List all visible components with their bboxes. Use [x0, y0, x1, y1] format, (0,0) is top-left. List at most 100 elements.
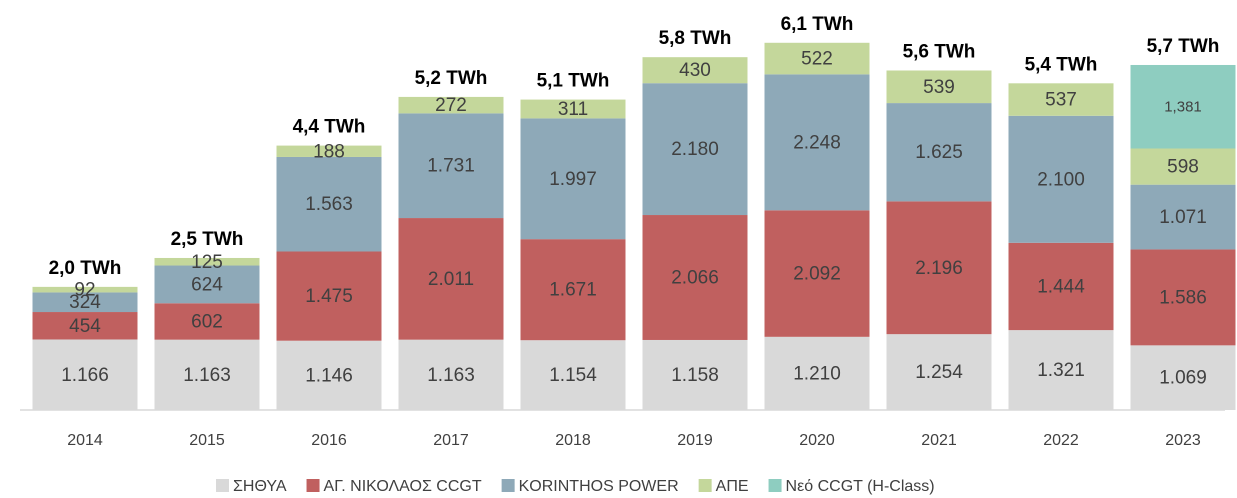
value-label: 602 — [191, 311, 223, 332]
value-label: 311 — [558, 99, 588, 120]
bar-segment — [886, 201, 992, 335]
legend-label: ΑΠΕ — [716, 478, 749, 495]
value-label: 598 — [1167, 157, 1199, 178]
value-label: 1.154 — [549, 365, 597, 386]
bar-segment — [642, 215, 748, 340]
value-label: 1.163 — [183, 365, 231, 386]
total-label: 2,0 TWh — [49, 258, 122, 279]
value-label: 1.475 — [305, 286, 353, 307]
x-tick-label: 2023 — [1165, 432, 1201, 449]
total-label: 5,6 TWh — [903, 42, 976, 63]
x-tick-label: 2022 — [1043, 432, 1079, 449]
value-label: 1.166 — [61, 365, 109, 386]
bar-segment — [398, 339, 504, 410]
bar-segment — [1130, 249, 1236, 346]
value-label: 1.997 — [549, 169, 597, 190]
bar-segment — [1130, 148, 1236, 185]
bar-segment — [1130, 64, 1236, 149]
value-label: 1.146 — [305, 365, 353, 386]
total-label: 5,4 TWh — [1025, 54, 1098, 75]
bar-segment — [1008, 115, 1114, 243]
value-label: 1.563 — [305, 194, 353, 215]
value-label: 1,381 — [1164, 99, 1202, 116]
value-label: 537 — [1045, 90, 1077, 111]
bar-segment — [1130, 345, 1236, 410]
legend-swatch — [698, 479, 712, 492]
bar-segment — [520, 99, 626, 119]
bar-segment — [764, 210, 870, 337]
value-label: 1.254 — [915, 362, 963, 383]
legend-label: Νεό CCGT (H-Class) — [786, 478, 935, 495]
legend-swatch — [501, 479, 515, 492]
bar-segment — [886, 334, 992, 410]
total-label: 5,2 TWh — [415, 68, 488, 89]
total-label: 5,1 TWh — [537, 71, 610, 92]
bar-segment — [1008, 242, 1114, 331]
bar-segment — [32, 286, 138, 293]
total-label: 6,1 TWh — [781, 14, 854, 35]
value-label: 454 — [69, 316, 101, 337]
value-label: 125 — [191, 252, 223, 273]
value-label: 324 — [69, 292, 101, 313]
bar-segment — [764, 42, 870, 75]
bar-segment — [154, 303, 260, 340]
value-label: 539 — [923, 77, 955, 98]
legend-swatch — [306, 479, 320, 492]
legend-label: ΣΗΘΥΑ — [233, 478, 287, 495]
bar-segment — [398, 218, 504, 340]
value-label: 2.100 — [1037, 169, 1085, 190]
bar-segment — [642, 339, 748, 410]
total-label: 5,7 TWh — [1147, 36, 1220, 57]
value-label: 624 — [191, 274, 223, 295]
x-tick-label: 2016 — [311, 432, 347, 449]
bar-segment — [764, 74, 870, 211]
bar-segment — [32, 312, 138, 340]
value-label: 1.163 — [427, 365, 475, 386]
bar-segment — [1008, 83, 1114, 116]
bar-segment — [1130, 184, 1236, 250]
bar-segment — [520, 340, 626, 410]
bar-segment — [154, 339, 260, 410]
bar-segment — [398, 96, 504, 114]
bar-segment — [154, 265, 260, 304]
bar-segment — [154, 257, 260, 266]
bar-segment — [642, 83, 748, 216]
legend-label: KORINTHOS POWER — [519, 478, 679, 495]
x-tick-label: 2021 — [921, 432, 957, 449]
value-label: 2.196 — [915, 258, 963, 279]
bar-segment — [32, 339, 138, 410]
value-label: 1.321 — [1037, 360, 1085, 381]
x-tick-label: 2014 — [67, 432, 103, 449]
value-label: 188 — [313, 141, 345, 162]
value-label: 272 — [435, 95, 467, 116]
value-label: 1.671 — [549, 280, 597, 301]
bar-segment — [520, 118, 626, 240]
bar-segment — [642, 57, 748, 84]
x-tick-label: 2018 — [555, 432, 591, 449]
x-tick-label: 2020 — [799, 432, 835, 449]
bar-segment — [398, 113, 504, 219]
value-label: 2.011 — [428, 269, 474, 290]
bar-segment — [276, 145, 382, 157]
value-label: 1.158 — [671, 365, 719, 386]
value-label: 92 — [74, 280, 95, 301]
legend-swatch — [216, 479, 229, 492]
bar-segment — [276, 156, 382, 252]
value-label: 2.248 — [793, 132, 841, 153]
value-label: 2.092 — [793, 264, 841, 285]
total-label: 2,5 TWh — [171, 229, 244, 250]
value-label: 430 — [679, 60, 711, 81]
bar-segment — [276, 251, 382, 341]
x-tick-label: 2017 — [433, 432, 469, 449]
value-label: 1.731 — [427, 156, 475, 177]
bar-segment — [520, 239, 626, 341]
bar-segment — [276, 340, 382, 410]
value-label: 1.444 — [1037, 276, 1085, 297]
bar-segment — [764, 336, 870, 410]
value-label: 2.180 — [671, 139, 719, 160]
value-label: 1.071 — [1159, 207, 1207, 228]
bar-segment — [886, 70, 992, 104]
value-label: 522 — [801, 49, 833, 70]
bar-segment — [886, 103, 992, 202]
